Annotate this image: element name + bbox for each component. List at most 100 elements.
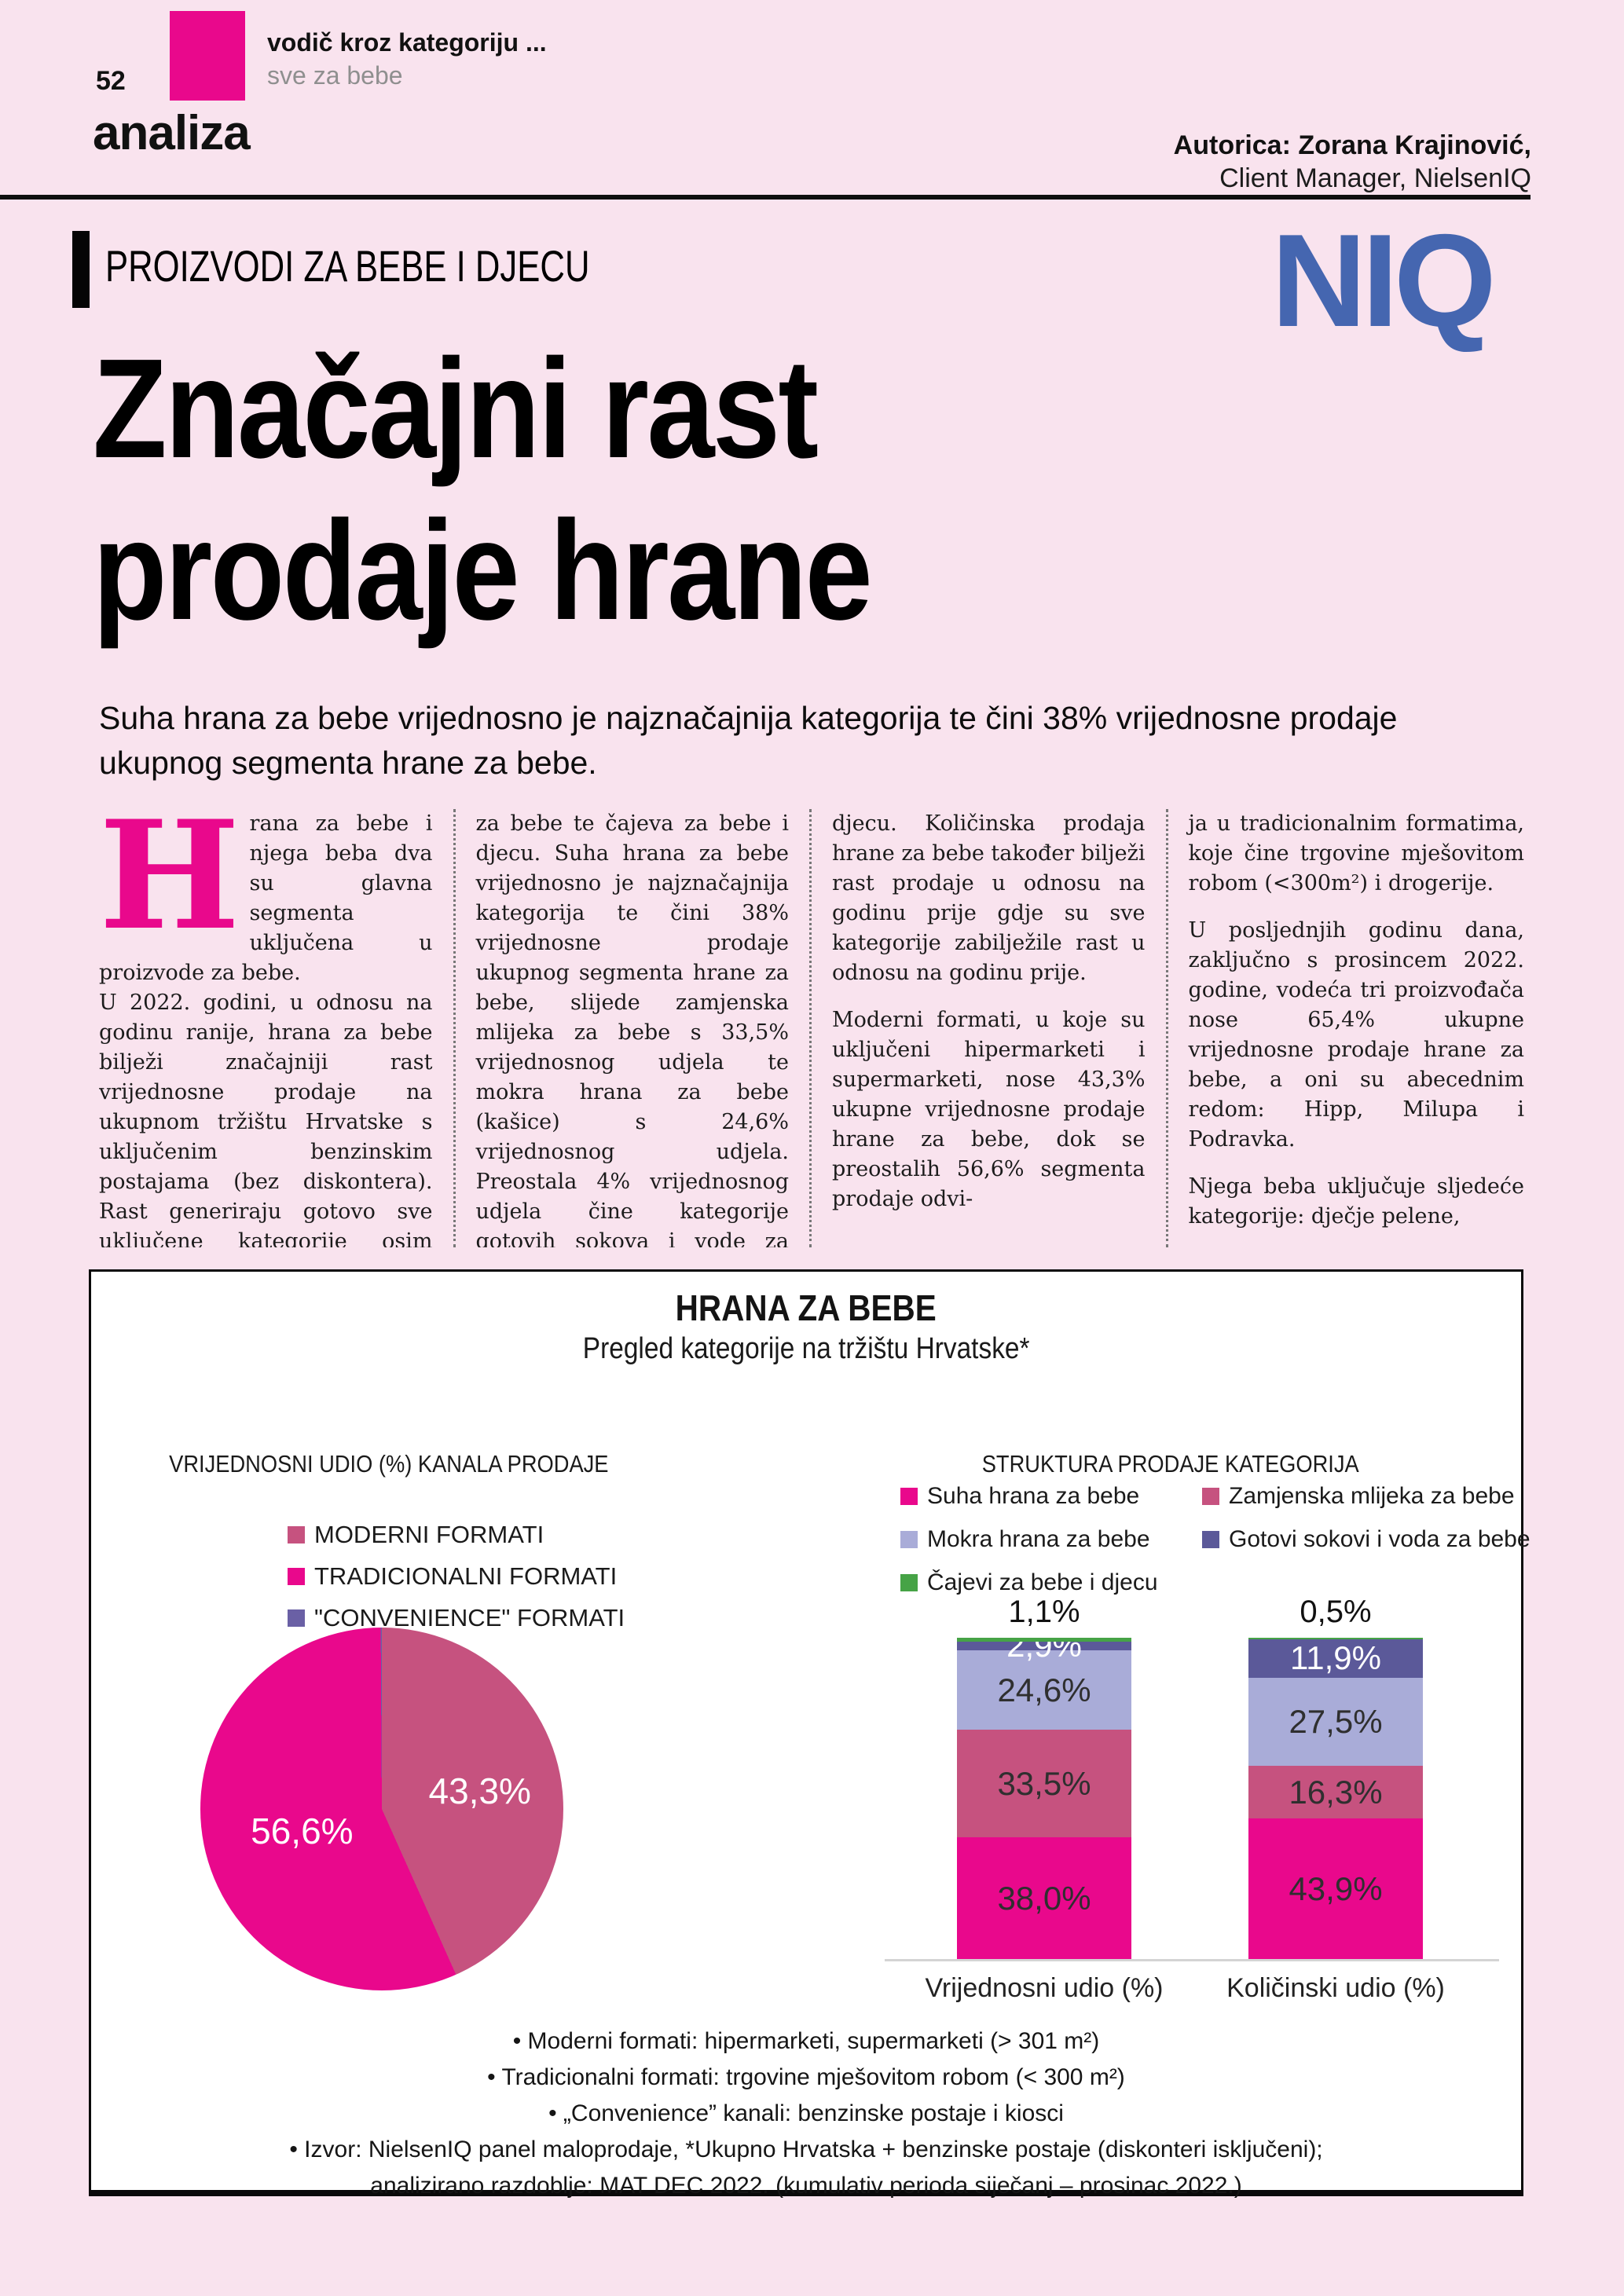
legend-item: MODERNI FORMATI [288,1521,625,1549]
stacked-bar: 43,9% 16,3% 27,5% 11,9% 0,5% [1248,1595,1423,1960]
bar-segment: 33,5% [957,1730,1131,1838]
lead-paragraph: Suha hrana za bebe vrijednosno je najzna… [99,700,1398,781]
bar-segment: 38,0% [957,1837,1131,1960]
legend-swatch-icon [900,1488,918,1505]
paragraph: ja u tradicionalnim formatima, koje čine… [1188,811,1525,895]
author-block: Autorica: Zorana Krajinović, Client Mana… [1174,129,1531,195]
bar-segment-value: 11,9% [1290,1639,1381,1677]
legend-item: TRADICIONALNI FORMATI [288,1562,625,1591]
paragraph: U posljednjih godinu dana, zaključno s p… [1188,918,1525,1152]
bar-segment-value: 27,5% [1289,1703,1383,1741]
legend-swatch-icon [1202,1488,1219,1505]
paragraph: Moderni formati, u koje su uključeni hip… [832,1008,1146,1211]
bar-segment: 43,9% [1248,1818,1423,1960]
headline-line-2: prodaje hrane [93,492,873,650]
kicker-subtitle: sve za bebe [267,61,403,90]
legend-swatch-icon [900,1574,918,1591]
paragraph: za bebe te čajeva za bebe i djecu. Suha … [475,811,790,1247]
bar-segment: 16,3% [1248,1766,1423,1819]
pie-chart: 43,3% 56,6% [200,1628,563,1990]
bar-segment: 11,9% [1248,1639,1423,1678]
pie-slice-label-moderni: 43,3% [428,1770,531,1811]
dropcap: H [99,809,240,963]
brand-color-block [170,11,245,101]
eyebrow-bar [72,231,90,308]
legend-label: MODERNI FORMATI [314,1521,544,1548]
bar-segment-value: 16,3% [1289,1773,1383,1811]
legend-item: Gotovi sokovi i voda za bebe [1202,1526,1531,1553]
paragraph: U 2022. godini, u odnosu na godinu ranij… [99,991,433,1247]
legend-swatch-icon [900,1531,918,1548]
legend-label: TRADICIONALNI FORMATI [314,1562,618,1590]
paragraph: Njega beba uključuje sljedeće kategorije… [1188,1174,1525,1229]
legend-label: Suha hrana za bebe [927,1483,1140,1509]
pie-legend: MODERNI FORMATI TRADICIONALNI FORMATI "CON… [288,1521,625,1632]
legend-item: Čajevi za bebe i djecu [900,1569,1158,1596]
bar-segment: 2,9% [957,1627,1131,1664]
bar-section-header-text: STRUKTURA PRODAJE KATEGORIJA [981,1450,1359,1478]
legend-item: Mokra hrana za bebe [900,1526,1158,1553]
stacked-bar: 38,0% 33,5% 24,6% 2,9% 1,1% [957,1595,1131,1960]
bar-segment-value: 43,9% [1289,1870,1383,1908]
footnote-line: • Izvor: NielsenIQ panel maloprodaje, *U… [289,2137,1323,2162]
chart-footnotes: • Moderni formati: hipermarketi, superma… [89,2023,1523,2204]
bar-segment-value: 0,5% [1300,1595,1372,1629]
eyebrow-label: PROIZVODI ZA BEBE I DJECU [105,241,590,291]
footnote-line: • „Convenience” kanali: benzinske postaj… [548,2100,1064,2126]
author-role: Client Manager, NielsenIQ [1219,163,1531,193]
bar-section-header: STRUKTURA PRODAJE KATEGORIJA [849,1450,1493,1478]
legend-item: "CONVENIENCE" FORMATI [288,1604,625,1632]
section-label: analiza [93,106,251,160]
legend-swatch-icon [1202,1531,1219,1548]
footnote-line: analizirano razdoblje: MAT DEC 2022. (ku… [370,2173,1242,2199]
legend-label: Čajevi za bebe i djecu [927,1569,1158,1595]
legend-label: "CONVENIENCE" FORMATI [314,1604,625,1631]
footnote-line: • Moderni formati: hipermarketi, superma… [512,2028,1100,2054]
chart-subtitle: Pregled kategorije na tržištu Hrvatske* [89,1332,1523,1366]
legend-label: Mokra hrana za bebe [927,1526,1150,1552]
legend-item: Suha hrana za bebe [900,1483,1158,1510]
chart-subtitle-text: Pregled kategorije na tržištu Hrvatske* [582,1332,1030,1365]
legend-swatch-icon [288,1526,305,1543]
header-rule [0,195,1531,200]
pie-section-header-text: VRIJEDNOSNI UDIO (%) KANALA PRODAJE [169,1450,609,1478]
bar-segment-value: 1,1% [1008,1595,1080,1629]
page-number: 52 [96,66,126,96]
bar-segment-value: 38,0% [997,1880,1091,1917]
article-column-4: ja u tradicionalnim formatima, koje čine… [1168,809,1525,1247]
bar-segment: 1,1% [957,1595,1131,1642]
author-name: Autorica: Zorana Krajinović, [1173,130,1531,160]
bar-segment: 24,6% [957,1650,1131,1730]
chart-title: HRANA ZA BEBE [89,1287,1523,1329]
bar-segment-value: 2,9% [1006,1627,1082,1664]
article-column-3: djecu. Količinska prodaja hrane za bebe … [812,809,1168,1247]
legend-swatch-icon [288,1568,305,1585]
footnote-line: • Tradicionalni formati: trgovine mješov… [487,2064,1125,2090]
bar-legend-col-a: Suha hrana za bebe Mokra hrana za bebe Čaj… [900,1483,1158,1596]
legend-item: Zamjenska mlijeka za bebe [1202,1483,1531,1510]
bar-baseline [885,1959,1499,1961]
legend-swatch-icon [288,1609,305,1627]
bar-segment-value: 33,5% [997,1764,1091,1802]
headline-line-1: Značajni rast [93,330,819,488]
niq-logo: NIQ [1271,207,1497,354]
bar-segment: 0,5% [1248,1595,1423,1640]
paragraph: djecu. Količinska prodaja hrane za bebe … [832,811,1146,985]
chart-title-text: HRANA ZA BEBE [675,1287,937,1328]
article-headline: Značajni rast prodaje hrane [93,328,873,652]
paragraph-text: rana za bebe i njega beba dva su glavna … [99,811,433,985]
bar-segment: 27,5% [1248,1677,1423,1767]
bar-legend-col-b: Zamjenska mlijeka za bebe Gotovi sokovi i… [1202,1483,1531,1553]
bar-segment-value: 24,6% [997,1671,1091,1708]
axis-label-vrijednosni: Vrijednosni udio (%) [925,1973,1164,2003]
legend-label: Gotovi sokovi i voda za bebe [1229,1526,1531,1552]
pie-section-header: VRIJEDNOSNI UDIO (%) KANALA PRODAJE [110,1450,668,1478]
axis-label-kolicinski: Količinski udio (%) [1226,1973,1445,2003]
kicker-title: vodič kroz kategoriju ... [267,28,547,57]
article-column-2: za bebe te čajeva za bebe i djecu. Suha … [456,809,812,1247]
pie-slice-label-tradicionalni: 56,6% [251,1810,354,1851]
legend-label: Zamjenska mlijeka za bebe [1229,1483,1515,1509]
